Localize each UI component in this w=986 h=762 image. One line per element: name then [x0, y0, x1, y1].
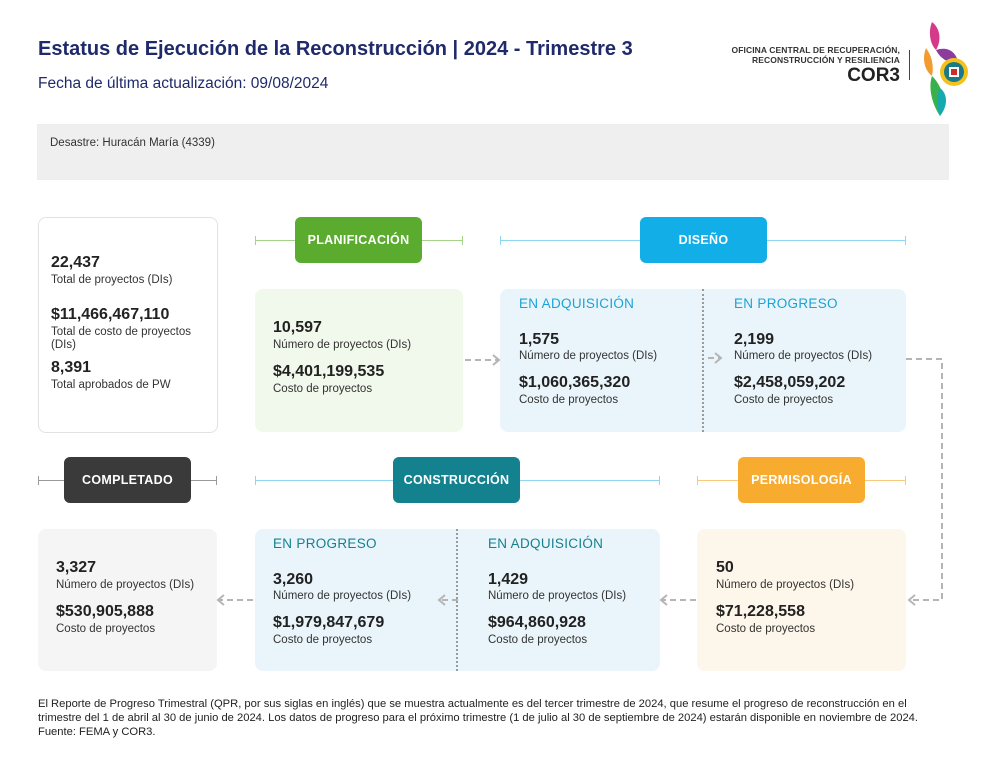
construccion-progreso-title: EN PROGRESO: [273, 536, 377, 551]
planificacion-card: 10,597 Número de proyectos (DIs) $4,401,…: [255, 289, 463, 432]
permisologia-card: 50 Número de proyectos (DIs) $71,228,558…: [697, 529, 906, 671]
completado-cost-label: Costo de proyectos: [56, 623, 156, 635]
construccion-adquisicion-cost-value: $964,860,928: [488, 614, 586, 631]
arrowhead-design-adq-to-prog: [714, 352, 723, 364]
construccion-progreso-cost-value: $1,979,847,679: [273, 614, 385, 631]
total-projects-label: Total de proyectos (DIs): [51, 274, 173, 286]
planificacion-projects-label: Número de proyectos (DIs): [273, 339, 412, 351]
diseno-adquisicion-title: EN ADQUISICIÓN: [519, 296, 635, 311]
arrowhead-design-to-permisologia: [907, 594, 916, 606]
diseno-progreso-projects-value: 2,199: [734, 331, 775, 348]
construccion-progreso-cost-label: Costo de proyectos: [273, 634, 373, 646]
arrowhead-plan-to-design: [492, 354, 501, 366]
org-divider: [909, 50, 910, 80]
diseno-adquisicion-projects-value: 1,575: [519, 331, 560, 348]
diseno-divider: [702, 289, 704, 432]
disaster-label: Desastre: Huracán María (4339): [50, 137, 215, 149]
diseno-adquisicion-cost-value: $1,060,365,320: [519, 374, 631, 391]
total-cost-label: Total de costo de proyectos (DIs): [51, 326, 191, 351]
total-approved-label: Total aprobados de PW: [51, 379, 171, 391]
construccion-adquisicion-projects-value: 1,429: [488, 571, 529, 588]
arrowhead-permisologia-to-construccion: [659, 594, 668, 606]
planificacion-projects-value: 10,597: [273, 319, 322, 336]
arrow-design-to-permisologia: [906, 358, 943, 601]
planificacion-pill: PLANIFICACIÓN: [295, 217, 422, 263]
diseno-progreso-cost-value: $2,458,059,202: [734, 374, 846, 391]
diseno-card: EN ADQUISICIÓN 1,575 Número de proyectos…: [500, 289, 906, 432]
disaster-bar: Desastre: Huracán María (4339): [37, 124, 949, 180]
permisologia-cost-label: Costo de proyectos: [716, 623, 816, 635]
diseno-progreso-cost-label: Costo de proyectos: [734, 394, 834, 406]
permisologia-cost-value: $71,228,558: [716, 603, 805, 620]
construccion-pill: CONSTRUCCIÓN: [393, 457, 520, 503]
construccion-adquisicion-title: EN ADQUISICIÓN: [488, 536, 604, 551]
completado-projects-label: Número de proyectos (DIs): [56, 579, 195, 591]
construccion-progreso-projects-value: 3,260: [273, 571, 314, 588]
totals-card: 22,437 Total de proyectos (DIs) $11,466,…: [38, 217, 218, 433]
diseno-progreso-projects-label: Número de proyectos (DIs): [734, 350, 873, 362]
diseno-pill: DISEÑO: [640, 217, 767, 263]
last-updated-date: Fecha de última actualización: 09/08/202…: [38, 75, 329, 92]
total-projects-value: 22,437: [51, 254, 100, 271]
completado-pill: COMPLETADO: [64, 457, 191, 503]
total-cost-value: $11,466,467,110: [51, 306, 170, 323]
org-name-line2: RECONSTRUCCIÓN Y RESILIENCIA: [752, 55, 900, 65]
diseno-progreso-title: EN PROGRESO: [734, 296, 838, 311]
total-approved-value: 8,391: [51, 359, 92, 376]
construccion-adquisicion-projects-label: Número de proyectos (DIs): [488, 590, 627, 602]
completado-card: 3,327 Número de proyectos (DIs) $530,905…: [38, 529, 217, 671]
org-name: OFICINA CENTRAL DE RECUPERACIÓN, RECONST…: [732, 45, 901, 87]
construccion-adquisicion-cost-label: Costo de proyectos: [488, 634, 588, 646]
permisologia-projects-label: Número de proyectos (DIs): [716, 579, 855, 591]
org-acronym: COR3: [847, 65, 900, 86]
diseno-adquisicion-cost-label: Costo de proyectos: [519, 394, 619, 406]
arrowhead-construccion-adq-to-prog: [437, 594, 446, 606]
cor3-logo-icon: [924, 22, 968, 116]
planificacion-cost-label: Costo de proyectos: [273, 383, 373, 395]
page-title: Estatus de Ejecución de la Reconstrucció…: [38, 38, 633, 60]
arrowhead-construccion-to-completado: [216, 594, 225, 606]
permisologia-projects-value: 50: [716, 559, 734, 576]
planificacion-cost-value: $4,401,199,535: [273, 363, 385, 380]
diseno-adquisicion-projects-label: Número de proyectos (DIs): [519, 350, 658, 362]
footer-note: El Reporte de Progreso Trimestral (QPR, …: [38, 698, 918, 738]
completado-projects-value: 3,327: [56, 559, 97, 576]
construccion-progreso-projects-label: Número de proyectos (DIs): [273, 590, 412, 602]
org-name-line1: OFICINA CENTRAL DE RECUPERACIÓN,: [731, 45, 900, 55]
permisologia-pill: PERMISOLOGÍA: [738, 457, 865, 503]
completado-cost-value: $530,905,888: [56, 603, 154, 620]
